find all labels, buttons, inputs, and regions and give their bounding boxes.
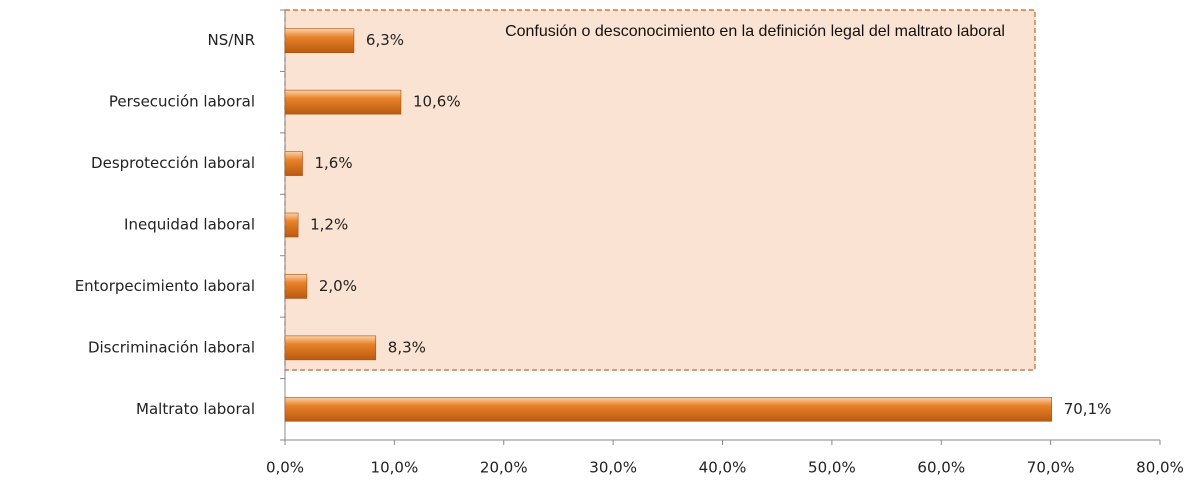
bar [284, 335, 377, 361]
x-tick-label: 10,0% [371, 459, 419, 477]
bar [284, 89, 402, 115]
bar [284, 151, 303, 176]
value-label: 2,0% [319, 277, 357, 295]
value-label: 8,3% [388, 338, 426, 356]
y-tick-label: Desprotección laboral [91, 154, 255, 172]
x-tick-label: 60,0% [917, 459, 965, 477]
value-label: 1,2% [310, 216, 348, 234]
y-tick-label: Inequidad laboral [124, 216, 255, 234]
bar [284, 396, 1053, 422]
value-label: 6,3% [366, 31, 404, 49]
bar [284, 274, 308, 299]
y-tick-label: Discriminación laboral [88, 338, 255, 356]
x-tick-label: 80,0% [1136, 459, 1184, 477]
y-tick-label: Persecución laboral [109, 93, 255, 111]
value-label: 1,6% [315, 154, 353, 172]
x-tick-label: 40,0% [699, 459, 747, 477]
x-tick-label: 70,0% [1027, 459, 1075, 477]
value-label: 10,6% [413, 93, 461, 111]
annotation-box [284, 9, 1036, 371]
y-tick-label: Entorpecimiento laboral [75, 277, 255, 295]
bar [284, 28, 355, 54]
value-label: 70,1% [1064, 400, 1112, 418]
x-tick-label: 0,0% [266, 459, 304, 477]
x-tick-label: 30,0% [589, 459, 637, 477]
annotation: Confusión o desconocimiento en la defini… [505, 23, 1005, 40]
y-tick-label: Maltrato laboral [136, 400, 255, 418]
y-tick-label: NS/NR [208, 31, 255, 49]
x-tick-label: 50,0% [808, 459, 856, 477]
bar [284, 212, 299, 238]
x-tick-label: 20,0% [480, 459, 528, 477]
